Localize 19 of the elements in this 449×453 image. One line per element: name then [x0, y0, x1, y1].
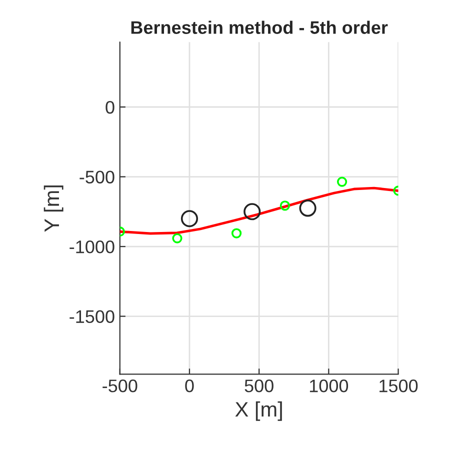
x-tick-label: 1500 [380, 380, 418, 392]
y-tick-label: 0 [106, 100, 114, 114]
x-tick-label: 1000 [310, 380, 348, 392]
point [280, 200, 290, 211]
point [172, 233, 182, 244]
point [244, 203, 261, 220]
y-tick-label: -1000 [70, 240, 114, 254]
x-tick-label: 500 [244, 380, 274, 392]
y-axis-title: Y [m] [44, 186, 64, 232]
point [180, 210, 198, 228]
point [231, 228, 242, 238]
point [299, 200, 316, 217]
x-tick-label: -500 [102, 380, 138, 392]
y-tick-label: -500 [80, 170, 114, 184]
chart-title: Bernestein method - 5th order [131, 20, 388, 34]
y-tick-label: -1500 [70, 310, 114, 323]
x-tick-label: 0 [185, 380, 194, 392]
point [336, 176, 348, 187]
x-axis-title: X [m] [235, 401, 282, 421]
